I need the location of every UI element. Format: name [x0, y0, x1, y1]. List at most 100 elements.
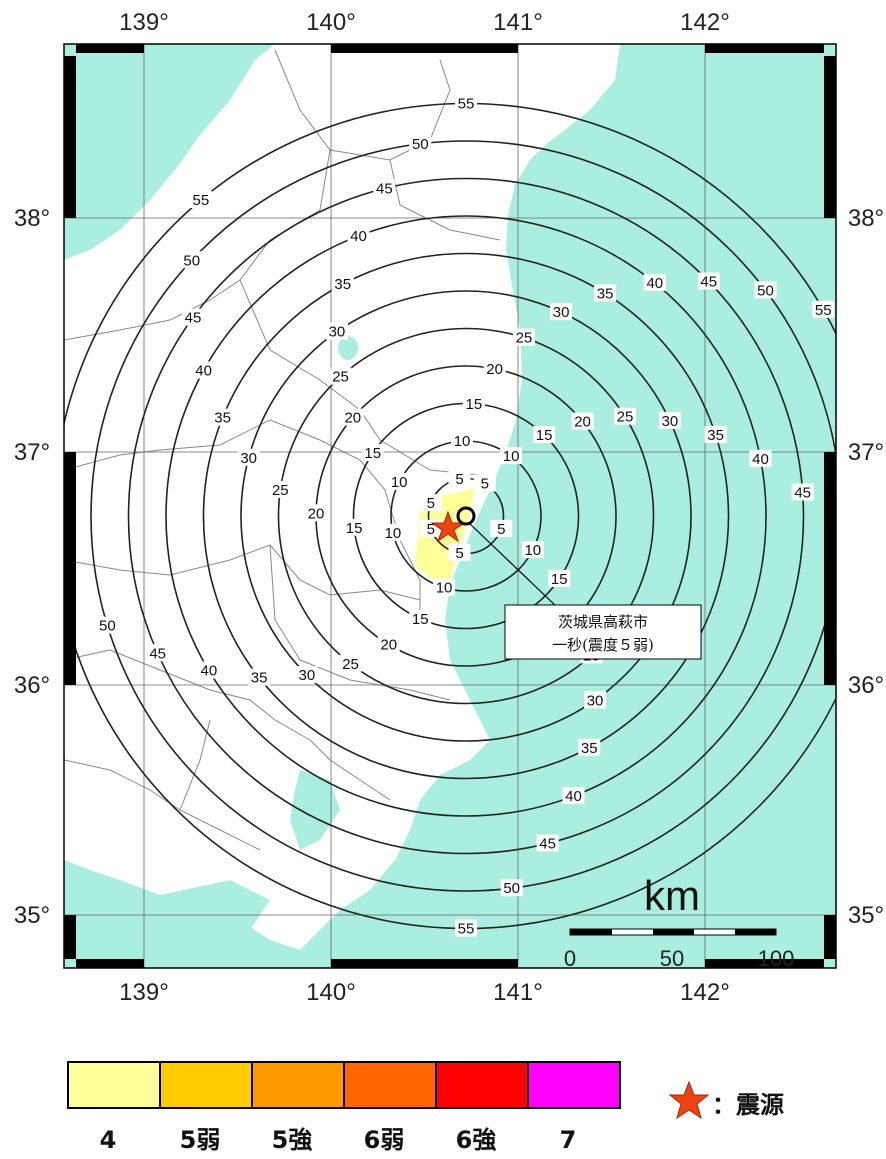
contour-label-bg	[594, 284, 617, 302]
contour-label-bg	[536, 834, 559, 852]
contour-label: 50	[412, 136, 429, 153]
contour-label-bg	[455, 94, 477, 112]
contour-label: 50	[183, 252, 200, 269]
legend-star-icon	[668, 1080, 710, 1120]
contour-label-bg	[373, 179, 396, 197]
contour-ring	[202, 252, 730, 780]
scale-unit: km	[644, 872, 700, 919]
contour-label-bg	[500, 447, 523, 465]
contour-label: 35	[214, 410, 231, 427]
contour-label: 40	[350, 228, 367, 245]
lake	[338, 336, 358, 360]
contour-label: 15	[364, 445, 381, 462]
contour-label-bg	[643, 273, 666, 291]
contour-label-bg	[704, 425, 727, 443]
lon-label: 142°	[680, 979, 730, 1006]
contour-label-bg	[329, 367, 352, 385]
contour-label-bg	[490, 519, 513, 537]
contour-label: 55	[458, 921, 475, 938]
contour-label: 35	[707, 427, 724, 444]
contour-label: 15	[536, 427, 553, 444]
contour-label: 40	[646, 275, 663, 292]
contour-label: 35	[334, 276, 351, 293]
contour-ring	[277, 327, 655, 705]
contour-label-bg	[180, 251, 203, 269]
contour-label: 55	[458, 96, 475, 113]
lat-label: 38°	[848, 205, 884, 232]
contour-label: 10	[436, 580, 453, 597]
contour-label: 10	[391, 474, 408, 491]
contour-label: 5	[455, 545, 463, 562]
frame-bars	[64, 44, 836, 968]
contour-label-bg	[451, 432, 474, 450]
contour-label: 50	[757, 282, 774, 299]
legend-label: 7	[560, 1126, 577, 1154]
lon-label: 139°	[119, 979, 169, 1006]
legend-label: 6強	[456, 1126, 497, 1154]
contour-label-bg	[500, 879, 523, 897]
contour-label: 15	[466, 396, 483, 413]
contour-label-bg	[295, 666, 318, 684]
contour-label: 45	[185, 310, 202, 327]
contour-label-bg	[749, 449, 772, 467]
latitude-labels-right: 38° 37° 36° 35°	[848, 205, 884, 929]
legend-label: 5弱	[180, 1126, 221, 1154]
contour-label-bg	[584, 691, 607, 709]
land-mass	[64, 44, 620, 950]
callout-line-2: 一秒(震度５弱)	[552, 636, 654, 654]
contour-label-bg	[571, 412, 594, 430]
contour-label: 45	[700, 274, 717, 291]
contour-label-bg	[473, 474, 496, 492]
tokyo-bay	[290, 770, 340, 850]
latitude-labels-left: 38° 37° 36° 35°	[14, 205, 50, 929]
contour-label-bg	[181, 308, 204, 326]
contour-label: 25	[342, 656, 359, 673]
contour-label-bg	[562, 787, 585, 805]
contour-label: 10	[503, 448, 520, 465]
contour-label: 30	[662, 413, 679, 430]
lat-label: 35°	[848, 902, 884, 929]
legend-swatch	[159, 1061, 253, 1109]
contour-label-bg	[448, 470, 471, 488]
lon-label: 140°	[306, 979, 356, 1006]
longitude-labels-bottom: 139° 140° 141° 142°	[119, 979, 730, 1006]
contour-label: 35	[581, 740, 598, 757]
lat-label: 36°	[14, 672, 50, 699]
contour-label: 45	[794, 484, 811, 501]
contour-label-bg	[325, 322, 348, 340]
contour-ring	[240, 290, 692, 742]
contour-label: 30	[240, 450, 257, 467]
contour-label: 45	[376, 181, 393, 198]
contour-label-bg	[341, 408, 364, 426]
legend-swatch	[343, 1061, 437, 1109]
contour-label-bg	[192, 361, 215, 379]
lat-label: 37°	[14, 439, 50, 466]
contour-label-bg	[189, 191, 212, 209]
contour-label-bg	[237, 448, 260, 466]
contour-label-bg	[533, 426, 556, 444]
scale-tick: 100	[758, 946, 795, 971]
contour-label-bg	[433, 578, 456, 596]
contour-label-bg	[269, 480, 292, 498]
contour-label: 5	[497, 521, 505, 538]
contour-label: 10	[454, 433, 471, 450]
legend-label: 6弱	[364, 1126, 405, 1154]
contour-label: 55	[193, 192, 210, 209]
contour-label-bg	[305, 504, 328, 522]
contour-label-bg	[409, 609, 432, 627]
contour-ring	[90, 140, 836, 892]
lat-label: 37°	[848, 439, 884, 466]
contour-label-bg	[550, 303, 573, 321]
contour-label: 15	[346, 520, 363, 537]
contour-label-bg	[448, 543, 471, 561]
scale-tick: 0	[564, 946, 576, 971]
contour-label: 50	[503, 880, 520, 897]
contour-label-bg	[658, 411, 681, 429]
contour-label: 20	[380, 637, 397, 654]
epicenter-legend-label: ：震源	[712, 1091, 784, 1119]
lat-label: 38°	[14, 205, 50, 232]
contour-label-bg	[483, 359, 506, 377]
contour-label: 15	[551, 571, 568, 588]
contour-label-bg	[455, 919, 477, 937]
